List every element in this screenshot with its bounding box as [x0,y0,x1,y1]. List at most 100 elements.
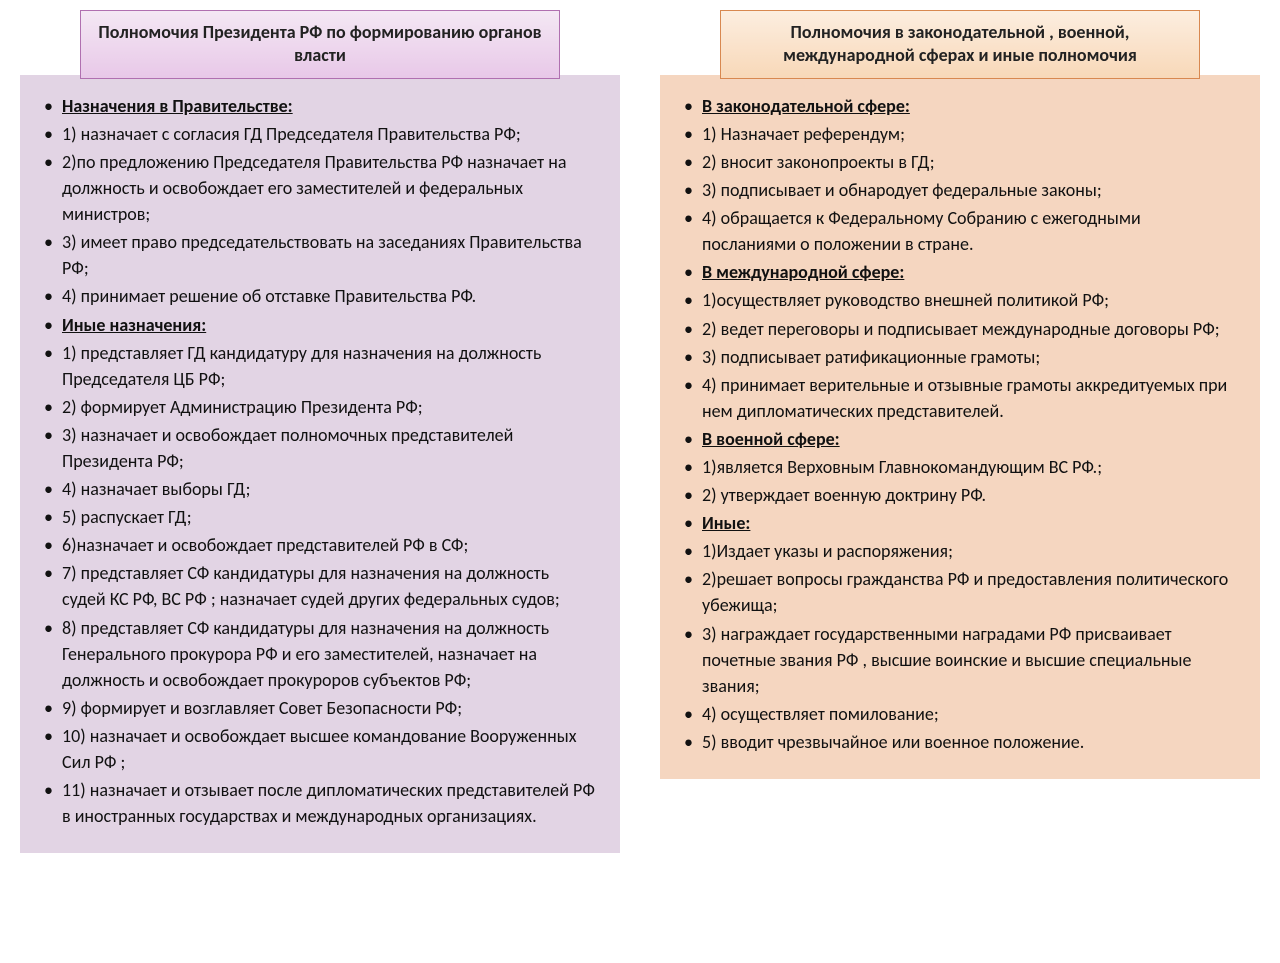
right-item: 1) Назначает референдум; [684,121,1236,147]
bullet-icon [44,532,62,558]
bullet-icon [44,121,62,147]
bullet-icon [684,510,702,536]
list-text: 3) имеет право председательствовать на з… [62,229,596,281]
list-text: 9) формирует и возглавляет Совет Безопас… [62,695,596,721]
right-item: 1)осуществляет руководство внешней полит… [684,287,1236,313]
left-column: Полномочия Президента РФ по формированию… [20,10,620,953]
list-text: 1) назначает с согласия ГД Председателя … [62,121,596,147]
right-item: 3) подписывает и обнародует федеральные … [684,177,1236,203]
bullet-icon [684,729,702,755]
list-heading: Назначения в Правительстве: [62,93,596,119]
bullet-icon [44,394,62,420]
right-item: 2)решает вопросы гражданства РФ и предос… [684,566,1236,618]
list-heading: В законодательной сфере: [702,93,1236,119]
right-item: 3) награждает государственными наградами… [684,621,1236,699]
bullet-icon [44,615,62,693]
right-header: Полномочия в законодательной , военной, … [720,10,1200,79]
list-text: 1) Назначает референдум; [702,121,1236,147]
right-item: 1)Издает указы и распоряжения; [684,538,1236,564]
list-text: 5) вводит чрезвычайное или военное полож… [702,729,1236,755]
list-text: 1) представляет ГД кандидатуру для назна… [62,340,596,392]
list-heading: В военной сфере: [702,426,1236,452]
list-text: 4) назначает выборы ГД; [62,476,596,502]
bullet-icon [684,177,702,203]
list-text: 11) назначает и отзывает после дипломати… [62,777,596,829]
right-item: В военной сфере: [684,426,1236,452]
left-item: 1) назначает с согласия ГД Председателя … [44,121,596,147]
list-heading: Иные назначения: [62,312,596,338]
left-item: 6)назначает и освобождает представителей… [44,532,596,558]
list-text: 2) формирует Администрацию Президента РФ… [62,394,596,420]
left-item: 1) представляет ГД кандидатуру для назна… [44,340,596,392]
bullet-icon [44,312,62,338]
left-item: 5) распускает ГД; [44,504,596,530]
left-item: 3) назначает и освобождает полномочных п… [44,422,596,474]
left-item: 7) представляет СФ кандидатуры для назна… [44,560,596,612]
list-text: 4) обращается к Федеральному Собранию с … [702,205,1236,257]
right-item: 2) ведет переговоры и подписывает междун… [684,316,1236,342]
left-item: Назначения в Правительстве: [44,93,596,119]
left-body: Назначения в Правительстве:1) назначает … [20,75,620,854]
list-heading: В международной сфере: [702,259,1236,285]
bullet-icon [684,344,702,370]
bullet-icon [684,93,702,119]
left-item: 3) имеет право председательствовать на з… [44,229,596,281]
left-item: 10) назначает и освобождает высшее коман… [44,723,596,775]
left-item: Иные назначения: [44,312,596,338]
list-text: 4) принимает решение об отставке Правите… [62,283,596,309]
list-text: 3) подписывает и обнародует федеральные … [702,177,1236,203]
bullet-icon [684,482,702,508]
left-header: Полномочия Президента РФ по формированию… [80,10,560,79]
left-item: 4) принимает решение об отставке Правите… [44,283,596,309]
bullet-icon [684,426,702,452]
right-item: В международной сфере: [684,259,1236,285]
right-item: 2) утверждает военную доктрину РФ. [684,482,1236,508]
list-text: 1)является Верховным Главнокомандующим В… [702,454,1236,480]
right-item: В законодательной сфере: [684,93,1236,119]
bullet-icon [44,777,62,829]
bullet-icon [44,723,62,775]
bullet-icon [44,422,62,474]
bullet-icon [44,340,62,392]
right-item: 1)является Верховным Главнокомандующим В… [684,454,1236,480]
list-text: 2) утверждает военную доктрину РФ. [702,482,1236,508]
bullet-icon [684,701,702,727]
list-text: 2)по предложению Председателя Правительс… [62,149,596,227]
list-text: 4) принимает верительные и отзывные грам… [702,372,1236,424]
bullet-icon [44,283,62,309]
bullet-icon [684,287,702,313]
left-item: 11) назначает и отзывает после дипломати… [44,777,596,829]
bullet-icon [684,205,702,257]
left-item: 9) формирует и возглавляет Совет Безопас… [44,695,596,721]
bullet-icon [684,372,702,424]
bullet-icon [44,504,62,530]
left-item: 2)по предложению Председателя Правительс… [44,149,596,227]
right-column: Полномочия в законодательной , военной, … [660,10,1260,953]
list-text: 2) вносит законопроекты в ГД; [702,149,1236,175]
left-item: 2) формирует Администрацию Президента РФ… [44,394,596,420]
list-text: 4) осуществляет помилование; [702,701,1236,727]
right-item: Иные: [684,510,1236,536]
right-item: 4) осуществляет помилование; [684,701,1236,727]
list-text: 3) назначает и освобождает полномочных п… [62,422,596,474]
right-item: 4) обращается к Федеральному Собранию с … [684,205,1236,257]
bullet-icon [44,695,62,721]
list-text: 8) представляет СФ кандидатуры для назна… [62,615,596,693]
list-text: 3) награждает государственными наградами… [702,621,1236,699]
bullet-icon [684,566,702,618]
bullet-icon [44,560,62,612]
bullet-icon [684,149,702,175]
bullet-icon [684,316,702,342]
list-text: 1)Издает указы и распоряжения; [702,538,1236,564]
bullet-icon [684,621,702,699]
list-text: 5) распускает ГД; [62,504,596,530]
bullet-icon [44,149,62,227]
right-item: 4) принимает верительные и отзывные грам… [684,372,1236,424]
left-item: 8) представляет СФ кандидатуры для назна… [44,615,596,693]
bullet-icon [44,229,62,281]
list-heading: Иные: [702,510,1236,536]
list-text: 7) представляет СФ кандидатуры для назна… [62,560,596,612]
bullet-icon [684,259,702,285]
bullet-icon [684,538,702,564]
right-item: 5) вводит чрезвычайное или военное полож… [684,729,1236,755]
